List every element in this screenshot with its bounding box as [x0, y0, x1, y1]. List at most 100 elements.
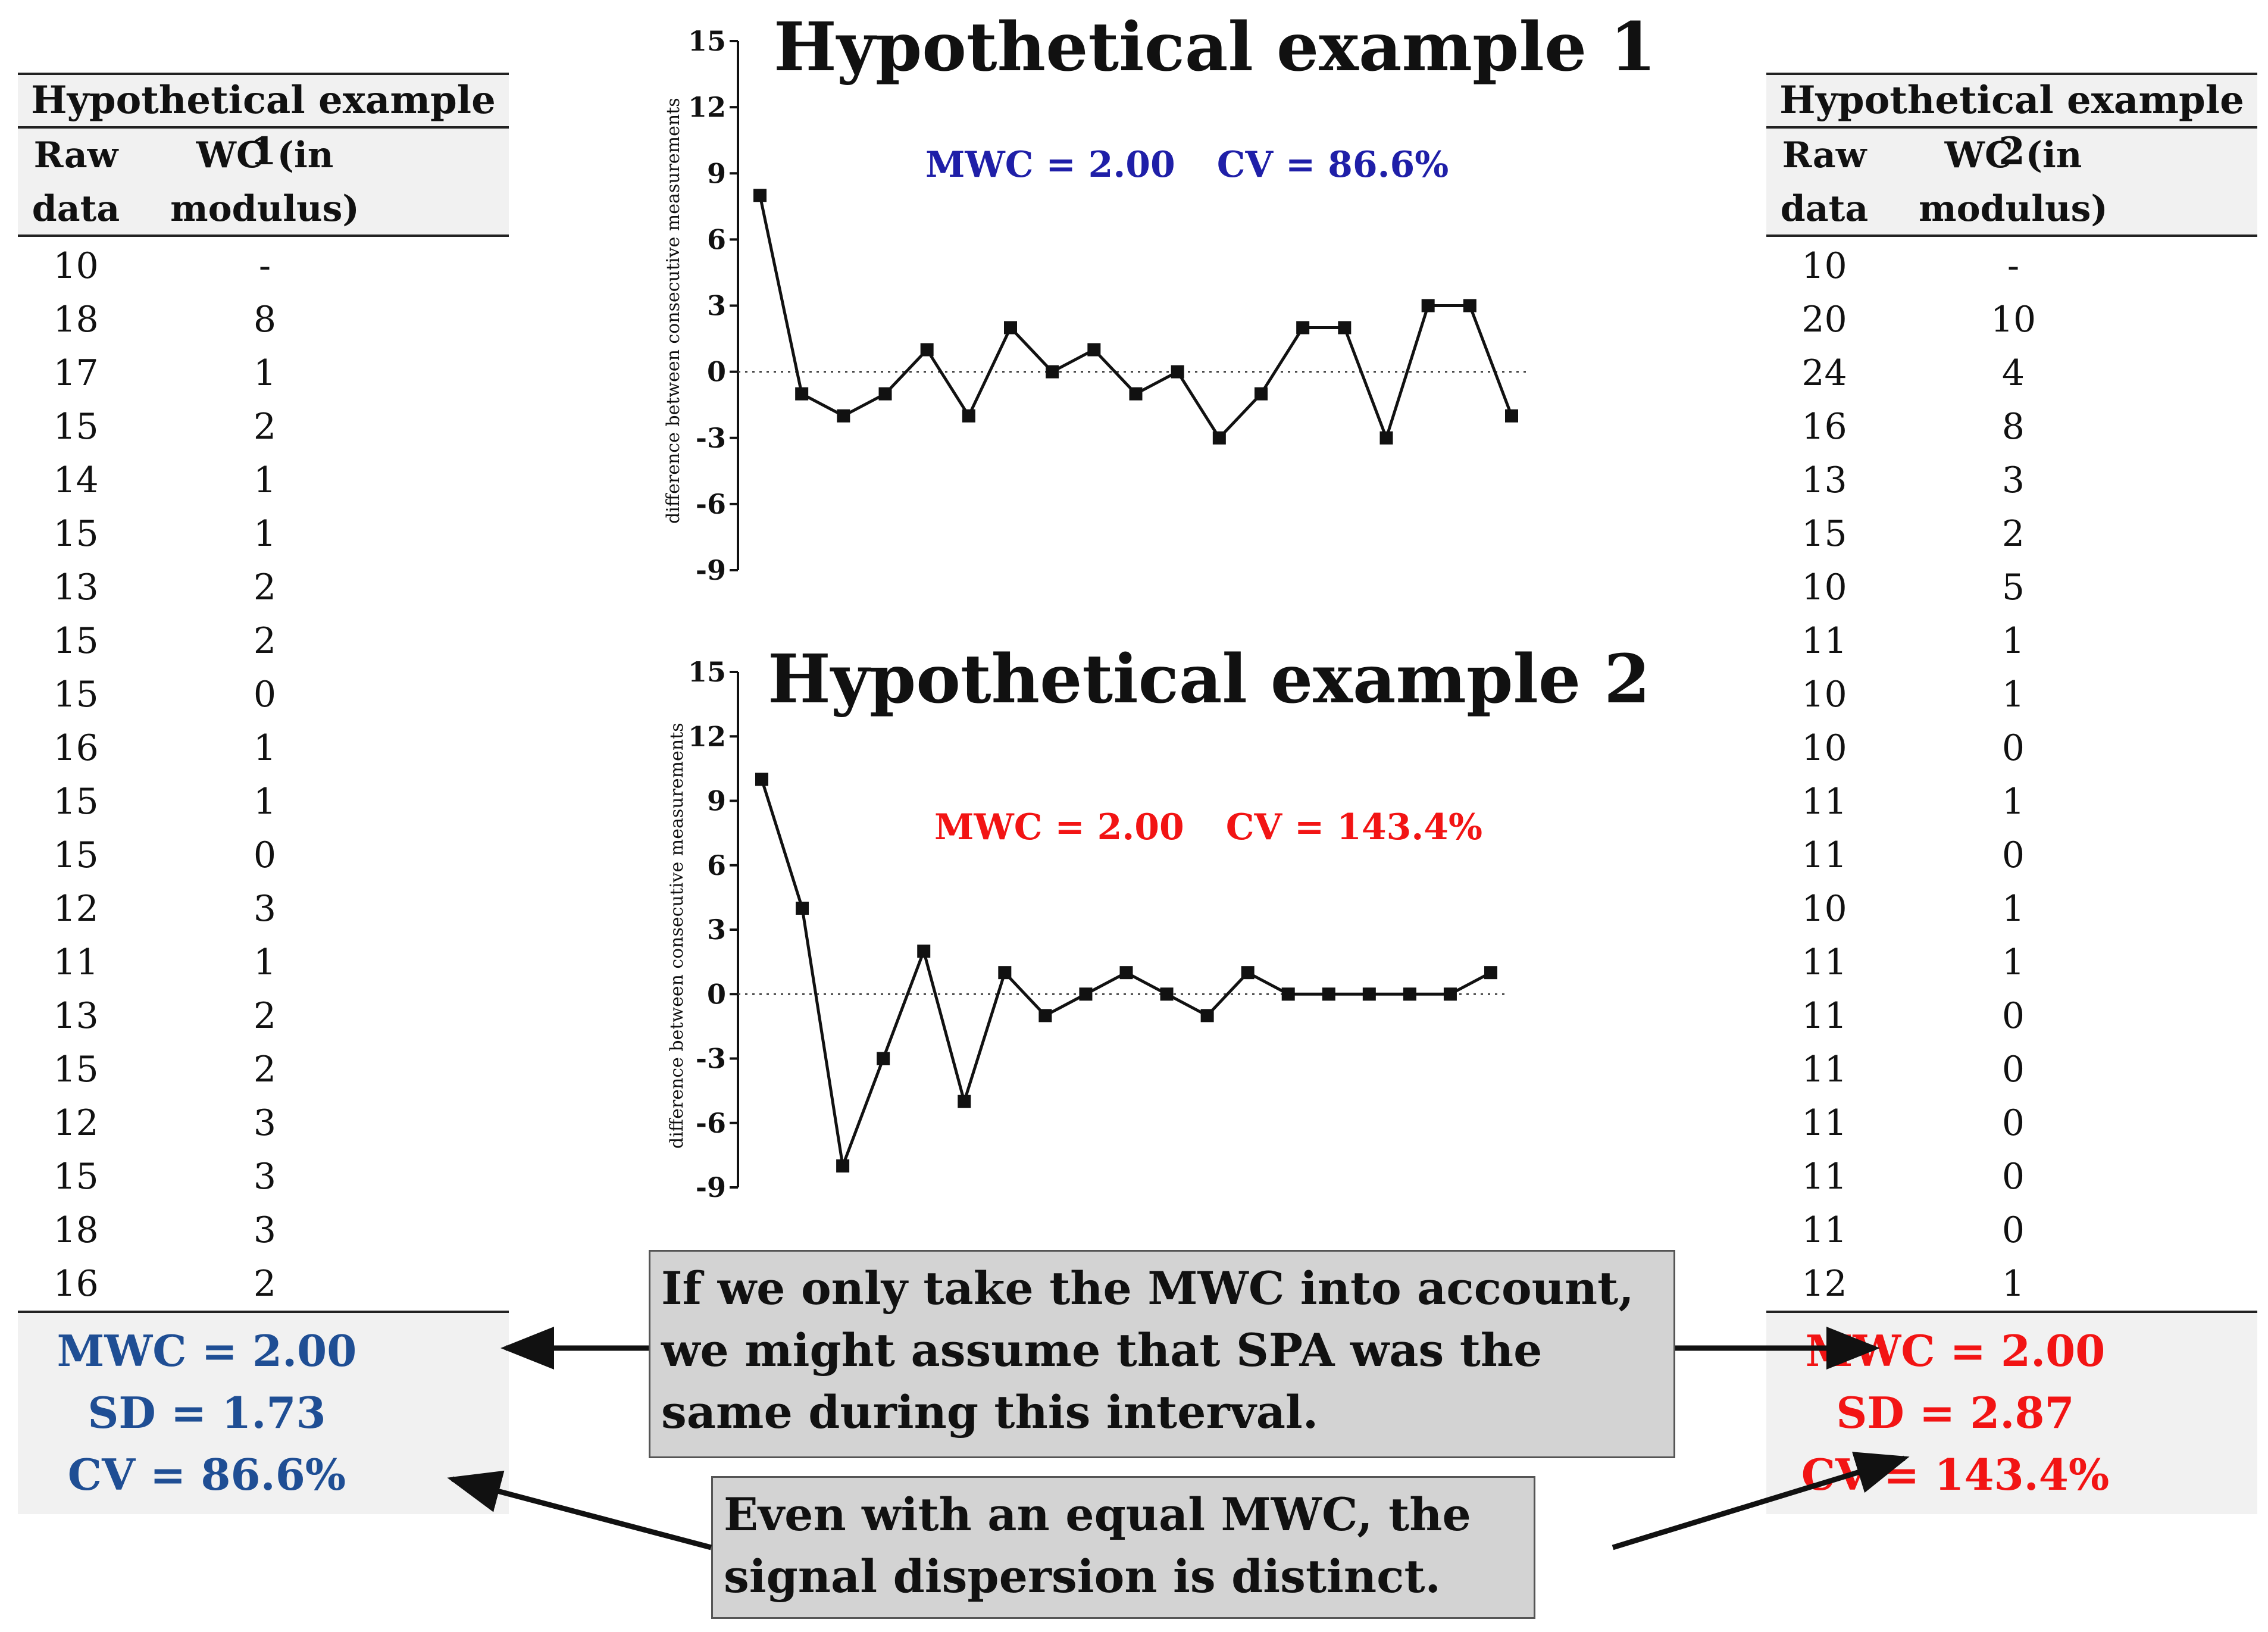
chart2-y-tick-label: -9	[696, 1171, 726, 1203]
chart2-y-tick-label: 6	[707, 849, 726, 881]
chart1-y-tick-label: 15	[688, 25, 726, 57]
left-raw-cell: 16	[53, 727, 99, 769]
chart2-data-point	[1119, 966, 1133, 980]
right-raw-cell: 10	[1801, 888, 1847, 930]
right-wc-cell: 0	[2001, 1156, 2025, 1198]
right-wc-cell: 5	[2001, 567, 2025, 608]
left-table-row: 10 -	[18, 239, 509, 293]
right-raw-cell: 11	[1801, 1156, 1847, 1198]
chart2-mwc: MWC = 2.00	[934, 806, 1184, 848]
right-table-row: 24 4	[1766, 346, 2257, 400]
left-summary: MWC = 2.00 SD = 1.73 CV = 86.6%	[18, 1311, 509, 1514]
chart2-data-point	[958, 1095, 971, 1108]
chart1-plot: 15 12 9 6 3 0 -3 -6 -9	[688, 25, 1529, 586]
chart1-data-point	[1421, 299, 1435, 312]
arrow-to-left-cv	[447, 1470, 712, 1550]
left-col-raw-header: Raw data	[32, 135, 120, 230]
left-raw-cell: 13	[53, 995, 99, 1037]
right-raw-cell: 10	[1801, 567, 1847, 608]
left-wc-cell: 0	[253, 834, 277, 876]
right-wc-cell: -	[2007, 245, 2020, 287]
left-wc-cell: 8	[253, 299, 277, 340]
left-table-row: 15 1	[18, 775, 509, 828]
right-raw-cell: 24	[1801, 352, 1847, 394]
chart2-title: Hypothetical example 2	[768, 640, 1651, 718]
left-table-row: 16 1	[18, 721, 509, 775]
mwc-note-box: If we only take the MWC into account, we…	[649, 1250, 1675, 1458]
left-table-row: 15 2	[18, 400, 509, 454]
chart1-data-point	[920, 343, 934, 357]
right-table-row: 11 0	[1766, 1203, 2257, 1257]
right-wc-cell: 4	[2001, 352, 2025, 394]
right-wc-cell: 8	[2001, 406, 2025, 448]
chart1-y-tick-label: -6	[696, 488, 726, 520]
left-table-row: 13 2	[18, 561, 509, 614]
right-wc-cell: 1	[2001, 888, 2025, 930]
mwc-note-text: If we only take the MWC into account, we…	[661, 1262, 1634, 1439]
right-raw-cell: 13	[1801, 459, 1847, 501]
right-table-row: 11 0	[1766, 989, 2257, 1043]
dispersion-note-box: Even with an equal MWC, the signal dispe…	[711, 1476, 1535, 1619]
right-table-row: 16 8	[1766, 400, 2257, 454]
left-table-row: 18 3	[18, 1203, 509, 1257]
left-wc-cell: 2	[253, 1049, 277, 1090]
chart1-y-tick-label: -9	[696, 554, 726, 586]
left-sd: SD = 1.73	[87, 1387, 326, 1438]
chart1-data-point	[753, 189, 767, 202]
right-raw-cell: 11	[1801, 620, 1847, 662]
chart1-y-tick-label: 6	[707, 223, 726, 255]
left-raw-cell: 15	[53, 513, 99, 555]
right-table-row: 11 1	[1766, 614, 2257, 668]
left-raw-cell: 15	[53, 1049, 99, 1090]
left-table-row: 12 3	[18, 882, 509, 936]
left-wc-cell: 2	[253, 567, 277, 608]
left-raw-cell: 10	[53, 245, 99, 287]
right-wc-cell: 0	[2001, 1209, 2025, 1251]
left-wc-cell: 0	[253, 674, 277, 715]
right-raw-cell: 20	[1801, 299, 1847, 340]
chart2-data-point	[836, 1159, 850, 1173]
chart2-data-point	[1403, 987, 1416, 1001]
chart1-data-point	[1338, 321, 1352, 334]
left-table-row: 17 1	[18, 346, 509, 400]
right-wc-cell: 1	[2001, 942, 2025, 983]
left-table-row: 15 1	[18, 507, 509, 561]
chart2-data-point	[1484, 966, 1497, 980]
right-wc-cell: 1	[2001, 781, 2025, 823]
chart1-data-point	[1505, 409, 1518, 423]
right-table-row: 12 1	[1766, 1257, 2257, 1311]
chart2-data-point	[1200, 1009, 1214, 1023]
left-table-row: 15 0	[18, 828, 509, 882]
right-raw-cell: 10	[1801, 245, 1847, 287]
chart1-title: Hypothetical example 1	[774, 8, 1657, 86]
left-raw-cell: 16	[53, 1263, 99, 1305]
right-table-row: 20 10	[1766, 293, 2257, 346]
left-raw-cell: 15	[53, 674, 99, 715]
left-table-row: 15 2	[18, 1043, 509, 1096]
right-raw-cell: 16	[1801, 406, 1847, 448]
right-wc-cell: 0	[2001, 1102, 2025, 1144]
chart1-data-point	[962, 409, 975, 423]
right-col-raw-header: Raw data	[1780, 135, 1869, 230]
right-table-row: 10 1	[1766, 668, 2257, 721]
chart1-y-tick-label: 9	[707, 157, 726, 189]
right-wc-cell: 0	[2001, 995, 2025, 1037]
left-table-row: 15 0	[18, 668, 509, 721]
chart1-data-point	[1296, 321, 1310, 334]
chart2-y-tick-label: 3	[707, 914, 726, 946]
chart1-data-point	[1212, 431, 1226, 445]
right-table: Hypothetical example 2 Raw data WC (in m…	[1766, 73, 2257, 1514]
right-raw-cell: 12	[1801, 1263, 1847, 1305]
chart1-data-point	[1004, 321, 1017, 334]
left-table-row: 14 1	[18, 454, 509, 507]
chart2-data-point	[1038, 1009, 1052, 1023]
left-wc-cell: 1	[253, 513, 277, 555]
left-cv: CV = 86.6%	[67, 1449, 346, 1500]
chart2-y-tick-label: 12	[688, 720, 726, 752]
right-wc-cell: 3	[2001, 459, 2025, 501]
chart2-data-point	[1281, 987, 1295, 1001]
chart1-data-point	[1087, 343, 1101, 357]
chart2-data-point	[1241, 966, 1255, 980]
dispersion-note-text: Even with an equal MWC, the signal dispe…	[724, 1488, 1471, 1603]
chart1-y-tick-label: -3	[696, 422, 726, 454]
